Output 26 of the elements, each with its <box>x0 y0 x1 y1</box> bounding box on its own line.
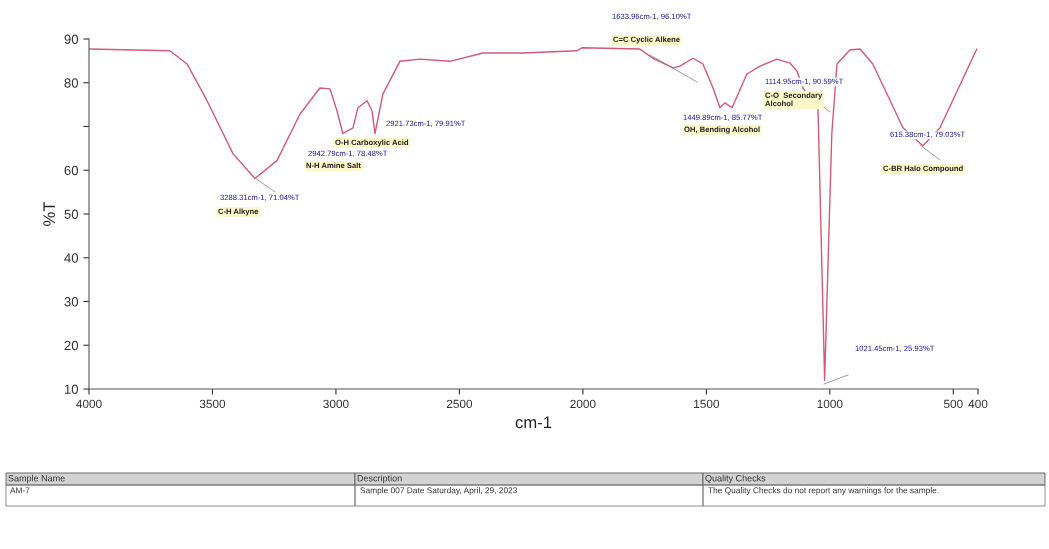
text: Sample 007 Date Saturday, April, 29, 2023 <box>360 487 517 495</box>
x-tick-label: 2000 <box>570 399 596 409</box>
x-tick-label: 1500 <box>694 399 720 409</box>
text: The Quality Checks do not report any warnings for the sample. <box>708 487 939 495</box>
x-tick-label: 1000 <box>817 399 843 409</box>
y-tick-label: 20 <box>64 340 79 351</box>
y-tick-label: 60 <box>64 165 79 176</box>
x-tick-label: 4000 <box>76 399 102 409</box>
x-axis-title: cm-1 <box>515 416 552 429</box>
y-axis-title: %T <box>43 201 55 226</box>
y-tick-label: 30 <box>64 297 79 307</box>
line-series <box>89 47 978 381</box>
y-tick-label: 80 <box>64 78 79 88</box>
x-tick-label: 3000 <box>323 399 349 409</box>
text: Sample Name <box>8 474 65 484</box>
y-tick-label: 40 <box>64 253 79 263</box>
x-tick-label: 3500 <box>199 399 226 409</box>
x-tick-label: 2500 <box>446 399 473 409</box>
y-tick-label: 10 <box>64 384 79 394</box>
text: Description <box>357 474 402 484</box>
x-tick-label: 400 <box>968 399 988 409</box>
text: Quality Checks <box>705 474 766 484</box>
x-tick-label: 500 <box>943 399 963 409</box>
text: AM-7 <box>10 487 30 494</box>
y-tick-label: 50 <box>64 209 79 219</box>
y-tick-label: 90 <box>64 34 79 44</box>
